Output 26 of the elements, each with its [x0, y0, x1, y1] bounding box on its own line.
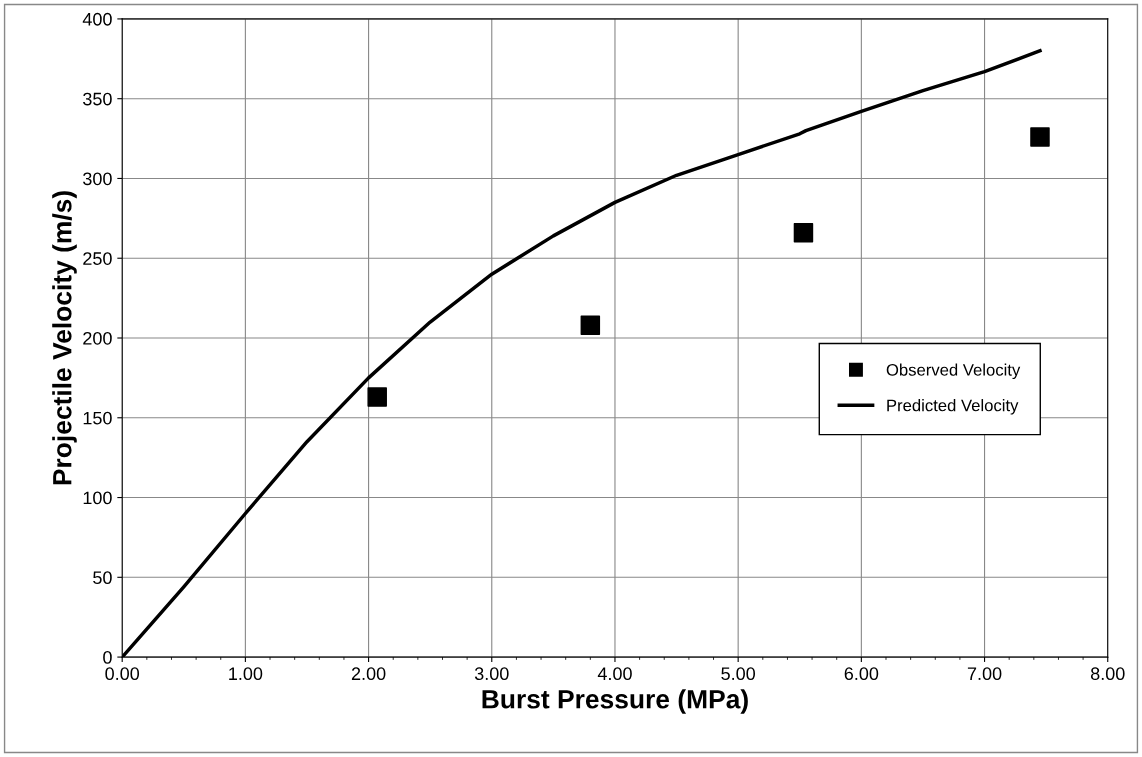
x-tick-label: 0.00 — [105, 667, 140, 681]
legend-label: Observed Velocity — [886, 363, 1021, 380]
point — [580, 315, 601, 335]
y-tick-label: 250 — [83, 252, 112, 265]
x-tick-label: 8.00 — [1090, 667, 1125, 681]
x-tick-label: 2.00 — [351, 667, 386, 681]
y-axis-title: Projectile Velocity (m/s) — [52, 191, 77, 485]
x-tick-label: 6.00 — [844, 667, 879, 681]
x-tick-label: 3.00 — [474, 667, 509, 681]
point — [1030, 127, 1050, 147]
y-tick-label: 150 — [83, 411, 112, 425]
x-axis-title: Burst Pressure (MPa) — [482, 689, 748, 714]
x-tick-label: 1.00 — [229, 667, 263, 681]
y-tick-label: 200 — [83, 331, 112, 345]
x-tick-label: 4.00 — [597, 667, 632, 681]
y-tick-label: 350 — [83, 92, 112, 106]
y-tick-label: 300 — [83, 172, 112, 186]
y-tick-label: 50 — [93, 571, 112, 585]
legend-label: Predicted Velocity — [887, 399, 1019, 415]
x-tick-label: 7.00 — [967, 667, 1002, 681]
y-tick-label: 0 — [103, 651, 112, 664]
y-tick-label: 100 — [83, 491, 112, 505]
point — [367, 387, 387, 407]
point — [793, 222, 814, 243]
y-tick-label: 400 — [82, 12, 112, 26]
x-tick-label: 5.00 — [721, 667, 756, 681]
